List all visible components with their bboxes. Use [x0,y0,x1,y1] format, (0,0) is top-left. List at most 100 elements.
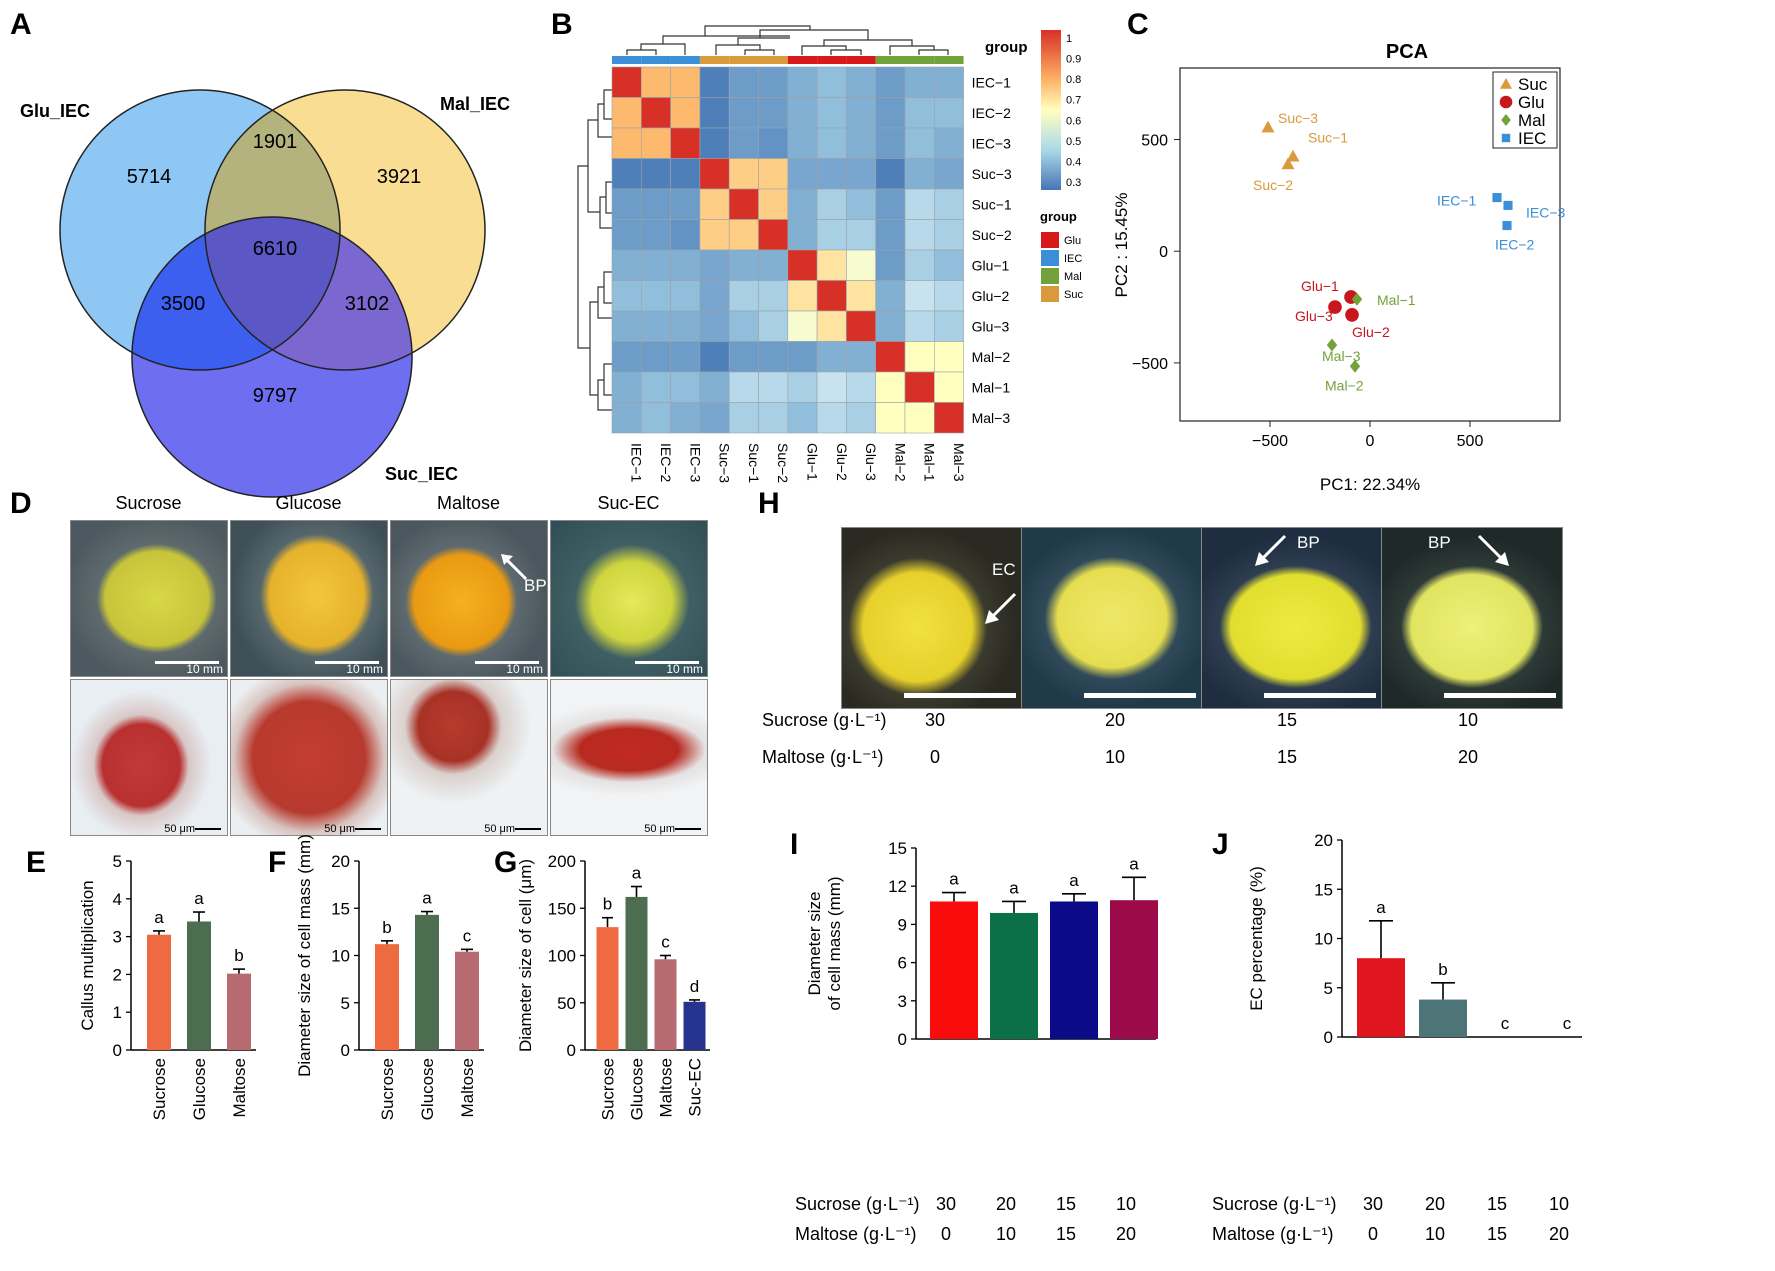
pca-point-suc [1500,78,1512,89]
y-tick-label: 5 [341,994,350,1013]
bar [455,951,479,1050]
heatmap-cell [816,402,847,434]
bar-chart-g: 0 50 100 150 200 b Sucrose a Glucose c Maltose d Suc… [516,852,710,1120]
y-axis-label: of cell mass (mm) [825,876,844,1010]
pca-point-suc [1286,149,1300,162]
scale-bar-label: 50 μm [164,823,195,835]
heatmap-cell [758,66,789,98]
y-tick-label: 50 [557,994,576,1013]
heatmap-scale-ticks: 1 0.9 0.8 0.7 0.6 0.5 0.4 0.3 [1066,33,1081,189]
heatmap-cell [816,66,847,98]
scale-bar-label: 50 μm [644,823,675,835]
heatmap-cell [904,219,935,251]
h-sucrose-value: 30 [924,710,946,730]
heatmap-cell [816,219,847,251]
significance-letter: a [949,870,959,889]
panel-label-b: B [551,8,573,41]
venn-count-glu-mal: 1901 [253,131,298,153]
heatmap-cell [875,341,906,373]
venn-region-all [205,217,340,370]
j-maltose-value: 20 [1549,1224,1569,1244]
heatmap-cell [758,402,789,434]
heatmap-cell [875,66,906,98]
significance-letter: c [1563,1014,1572,1033]
y-tick-label: 0 [1324,1028,1333,1047]
i-sucrose-label: Sucrose (g·L⁻¹) [795,1194,920,1214]
y-tick-label: 12 [888,877,907,896]
callus-photo-h-30-0: EC [841,527,1023,709]
panel-label-d: D [10,487,32,520]
scale-bar-label: 10 mm [506,662,543,676]
callus-photo-h-15-15: BP [1201,527,1383,709]
pca-legend-label: Suc [1518,75,1548,94]
venn-count-glu-suc: 3500 [161,293,206,315]
heatmap-cell [933,280,964,312]
group-bar-segment [787,56,818,64]
scale-tick-label: 0.7 [1066,95,1081,107]
heatmap-cell [728,158,759,190]
heatmap-cell [670,402,701,434]
heatmap-cell [640,402,671,434]
pca-point-mal [1349,359,1361,373]
pca-point-iec [1501,133,1511,143]
bar [415,914,439,1050]
pca-ytick-label: 500 [1141,132,1168,149]
group-bar-segment [699,56,730,64]
j-maltose-value: 15 [1487,1224,1507,1244]
heatmap-cell [758,310,789,342]
panel-label-f: F [268,846,286,879]
heatmap-cell [758,249,789,281]
j-maltose-value: 10 [1425,1224,1445,1244]
heatmap-cell [816,127,847,159]
heatmap-cell [933,97,964,129]
heatmap-column-label: Mal−3 [951,443,967,482]
bar [1110,900,1158,1039]
heatmap-row-label: Glu−2 [972,288,1010,304]
y-tick-label: 20 [331,852,350,871]
panel-d-column-headers: Sucrose Glucose Maltose Suc-EC [70,493,710,517]
panel-h-maltose-label: Maltose (g·L⁻¹) [762,747,884,767]
heatmap-cell [904,280,935,312]
bar-chart-i: 0 3 6 9 12 15 a a a a Diameter size of cell mass (m… [805,839,1158,1049]
scale-bar [904,693,1016,698]
column-header-glucose: Glucose [275,493,342,513]
y-axis-label: Diameter size of cell (μm) [516,859,535,1052]
y-tick-label: 150 [548,899,576,918]
heatmap-cell [816,341,847,373]
arrow-bp [501,554,528,581]
group-bar-segment [612,56,642,64]
i-maltose-value: 20 [1116,1224,1136,1244]
h-sucrose-value: 10 [1457,710,1479,730]
pca-point-suc [1261,120,1275,133]
venn-count-glu-only: 5714 [127,166,172,188]
heatmap-cell [728,97,759,129]
scale-bar [195,828,221,830]
pca-legend-label: Glu [1518,93,1544,112]
j-sucrose-value: 10 [1549,1194,1569,1214]
heatmap-cell [640,249,671,281]
heatmap-cell [611,402,642,434]
heatmap-row-label: IEC−2 [972,105,1012,121]
significance-letter: b [1438,960,1447,979]
heatmap-column-label: IEC−1 [629,443,645,483]
dendrogram-left [577,89,612,411]
bar [1357,958,1405,1037]
bar-chart-e: 0 1 2 3 4 5 a Sucrose a Glucose b Maltose Callus mul… [78,852,256,1120]
heatmap-cell [699,280,730,312]
pca-xtick-label: 0 [1366,433,1375,450]
x-category-label: Suc-EC [686,1058,705,1117]
scale-bar [355,828,381,830]
scale-bar [315,661,379,664]
pca-point-label: Mal−3 [1322,348,1361,364]
panel-b-heatmap: B IEC−1 IEC−2 IEC−3 Suc−3 Suc−1 Suc−2 Glu−1 Glu… [551,8,1083,483]
x-category-label: Glucose [628,1058,647,1120]
pca-ytick-label: −500 [1132,356,1168,373]
arrow-bp-label: BP [524,576,547,595]
group-bar-segment [729,56,759,64]
scale-tick-label: 0.8 [1066,74,1081,86]
heatmap-cell [670,66,701,98]
group-legend-label: Glu [1064,235,1081,247]
y-tick-label: 4 [113,890,122,909]
y-tick-label: 0 [567,1041,576,1060]
heatmap-column-label: Glu−1 [804,443,820,481]
